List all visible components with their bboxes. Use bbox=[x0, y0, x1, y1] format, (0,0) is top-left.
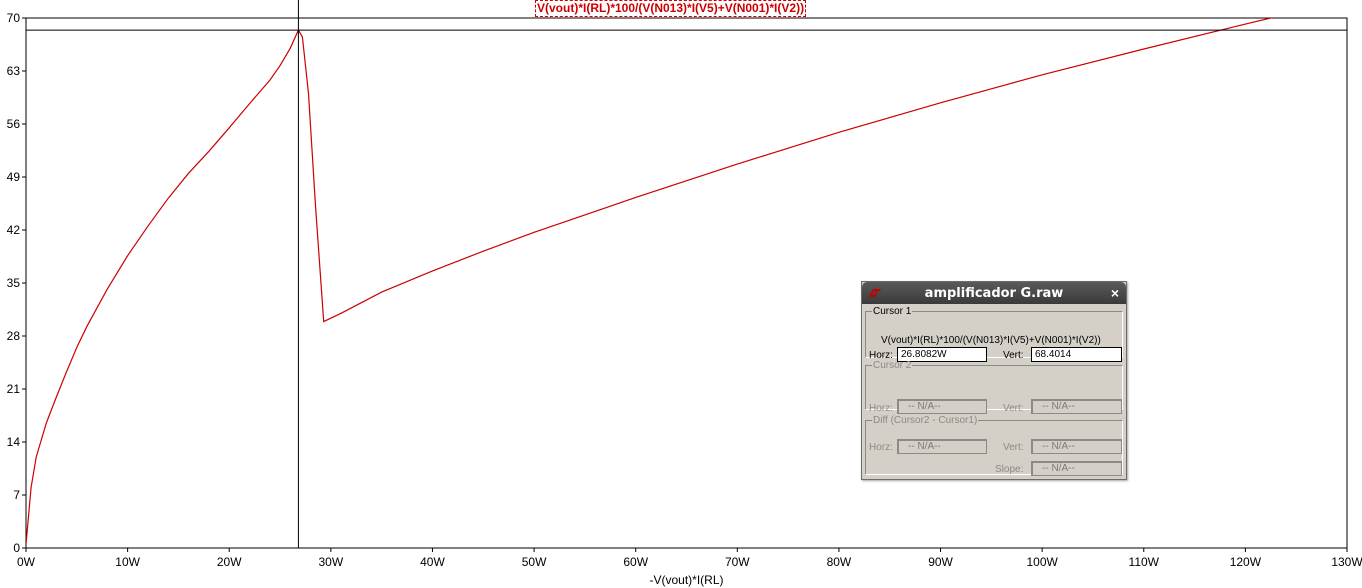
cursor1-horz-field[interactable]: 26.8082W bbox=[897, 347, 987, 362]
y-tick-label: 21 bbox=[7, 382, 21, 396]
diff-slope-label: Slope: bbox=[995, 464, 1024, 475]
y-tick-label: 70 bbox=[7, 11, 21, 25]
diff-vert-label: Vert: bbox=[1003, 442, 1024, 453]
y-tick-label: 42 bbox=[7, 223, 21, 237]
trace-title[interactable]: V(vout)*I(RL)*100/(V(N013)*I(V5)+V(N001)… bbox=[535, 0, 807, 17]
close-icon[interactable]: × bbox=[1110, 285, 1119, 301]
y-tick-label: 35 bbox=[7, 276, 21, 290]
dialog-title: amplificador G.raw bbox=[924, 286, 1064, 301]
cursor2-legend: Cursor 2 bbox=[873, 360, 912, 371]
y-tick-label: 28 bbox=[7, 329, 21, 343]
x-tick-label: 40W bbox=[420, 555, 445, 569]
diff-legend: Diff (Cursor2 - Cursor1) bbox=[873, 415, 978, 426]
x-tick-label: 90W bbox=[928, 555, 953, 569]
y-tick-label: 63 bbox=[7, 64, 21, 78]
cursor1-legend: Cursor 1 bbox=[873, 306, 912, 317]
ltspice-logo-icon bbox=[869, 289, 881, 297]
x-tick-label: 30W bbox=[319, 555, 344, 569]
diff-slope-field: -- N/A-- bbox=[1031, 461, 1122, 476]
trace-line bbox=[26, 18, 1274, 545]
x-tick-label: 120W bbox=[1230, 555, 1262, 569]
x-tick-label: 100W bbox=[1026, 555, 1058, 569]
cursor1-vert-label: Vert: bbox=[1003, 350, 1024, 361]
x-axis-label: -V(vout)*I(RL) bbox=[649, 573, 723, 587]
x-tick-label: 0W bbox=[17, 555, 36, 569]
cursor2-horz-field: -- N/A-- bbox=[897, 399, 987, 414]
x-tick-label: 50W bbox=[522, 555, 547, 569]
x-tick-label: 20W bbox=[217, 555, 242, 569]
diff-horz-field: -- N/A-- bbox=[897, 439, 987, 454]
diff-vert-field: -- N/A-- bbox=[1031, 439, 1122, 454]
cursor2-group: Cursor 2 Horz: -- N/A-- Vert: -- N/A-- bbox=[865, 360, 1123, 414]
x-tick-label: 130W bbox=[1331, 555, 1362, 569]
y-tick-label: 56 bbox=[7, 117, 21, 131]
cursor2-vert-field: -- N/A-- bbox=[1031, 399, 1122, 414]
x-tick-label: 80W bbox=[827, 555, 852, 569]
x-tick-label: 110W bbox=[1129, 555, 1160, 569]
x-tick-label: 10W bbox=[115, 555, 140, 569]
y-tick-label: 7 bbox=[13, 488, 20, 502]
cursor2-vert-label: Vert: bbox=[1003, 403, 1024, 414]
y-tick-label: 14 bbox=[7, 435, 21, 449]
dialog-title-bar[interactable]: amplificador G.raw × bbox=[862, 282, 1126, 304]
diff-group: Diff (Cursor2 - Cursor1) Horz: -- N/A-- … bbox=[865, 415, 1123, 476]
cursor2-horz-label: Horz: bbox=[869, 403, 893, 414]
diff-horz-label: Horz: bbox=[869, 442, 893, 453]
x-tick-label: 60W bbox=[623, 555, 648, 569]
cursor1-vert-field[interactable]: 68.4014 bbox=[1031, 347, 1122, 362]
cursor-dialog: amplificador G.raw × Cursor 1 V(vout)*I(… bbox=[861, 281, 1127, 480]
x-tick-label: 70W bbox=[725, 555, 750, 569]
y-tick-label: 49 bbox=[7, 170, 21, 184]
y-tick-label: 0 bbox=[13, 541, 20, 555]
plot-frame bbox=[25, 17, 1348, 549]
cursor1-group: Cursor 1 V(vout)*I(RL)*100/(V(N013)*I(V5… bbox=[865, 306, 1123, 362]
cursor1-horz-label: Horz: bbox=[869, 350, 893, 361]
cursor1-expression: V(vout)*I(RL)*100/(V(N013)*I(V5)+V(N001)… bbox=[881, 335, 1101, 346]
